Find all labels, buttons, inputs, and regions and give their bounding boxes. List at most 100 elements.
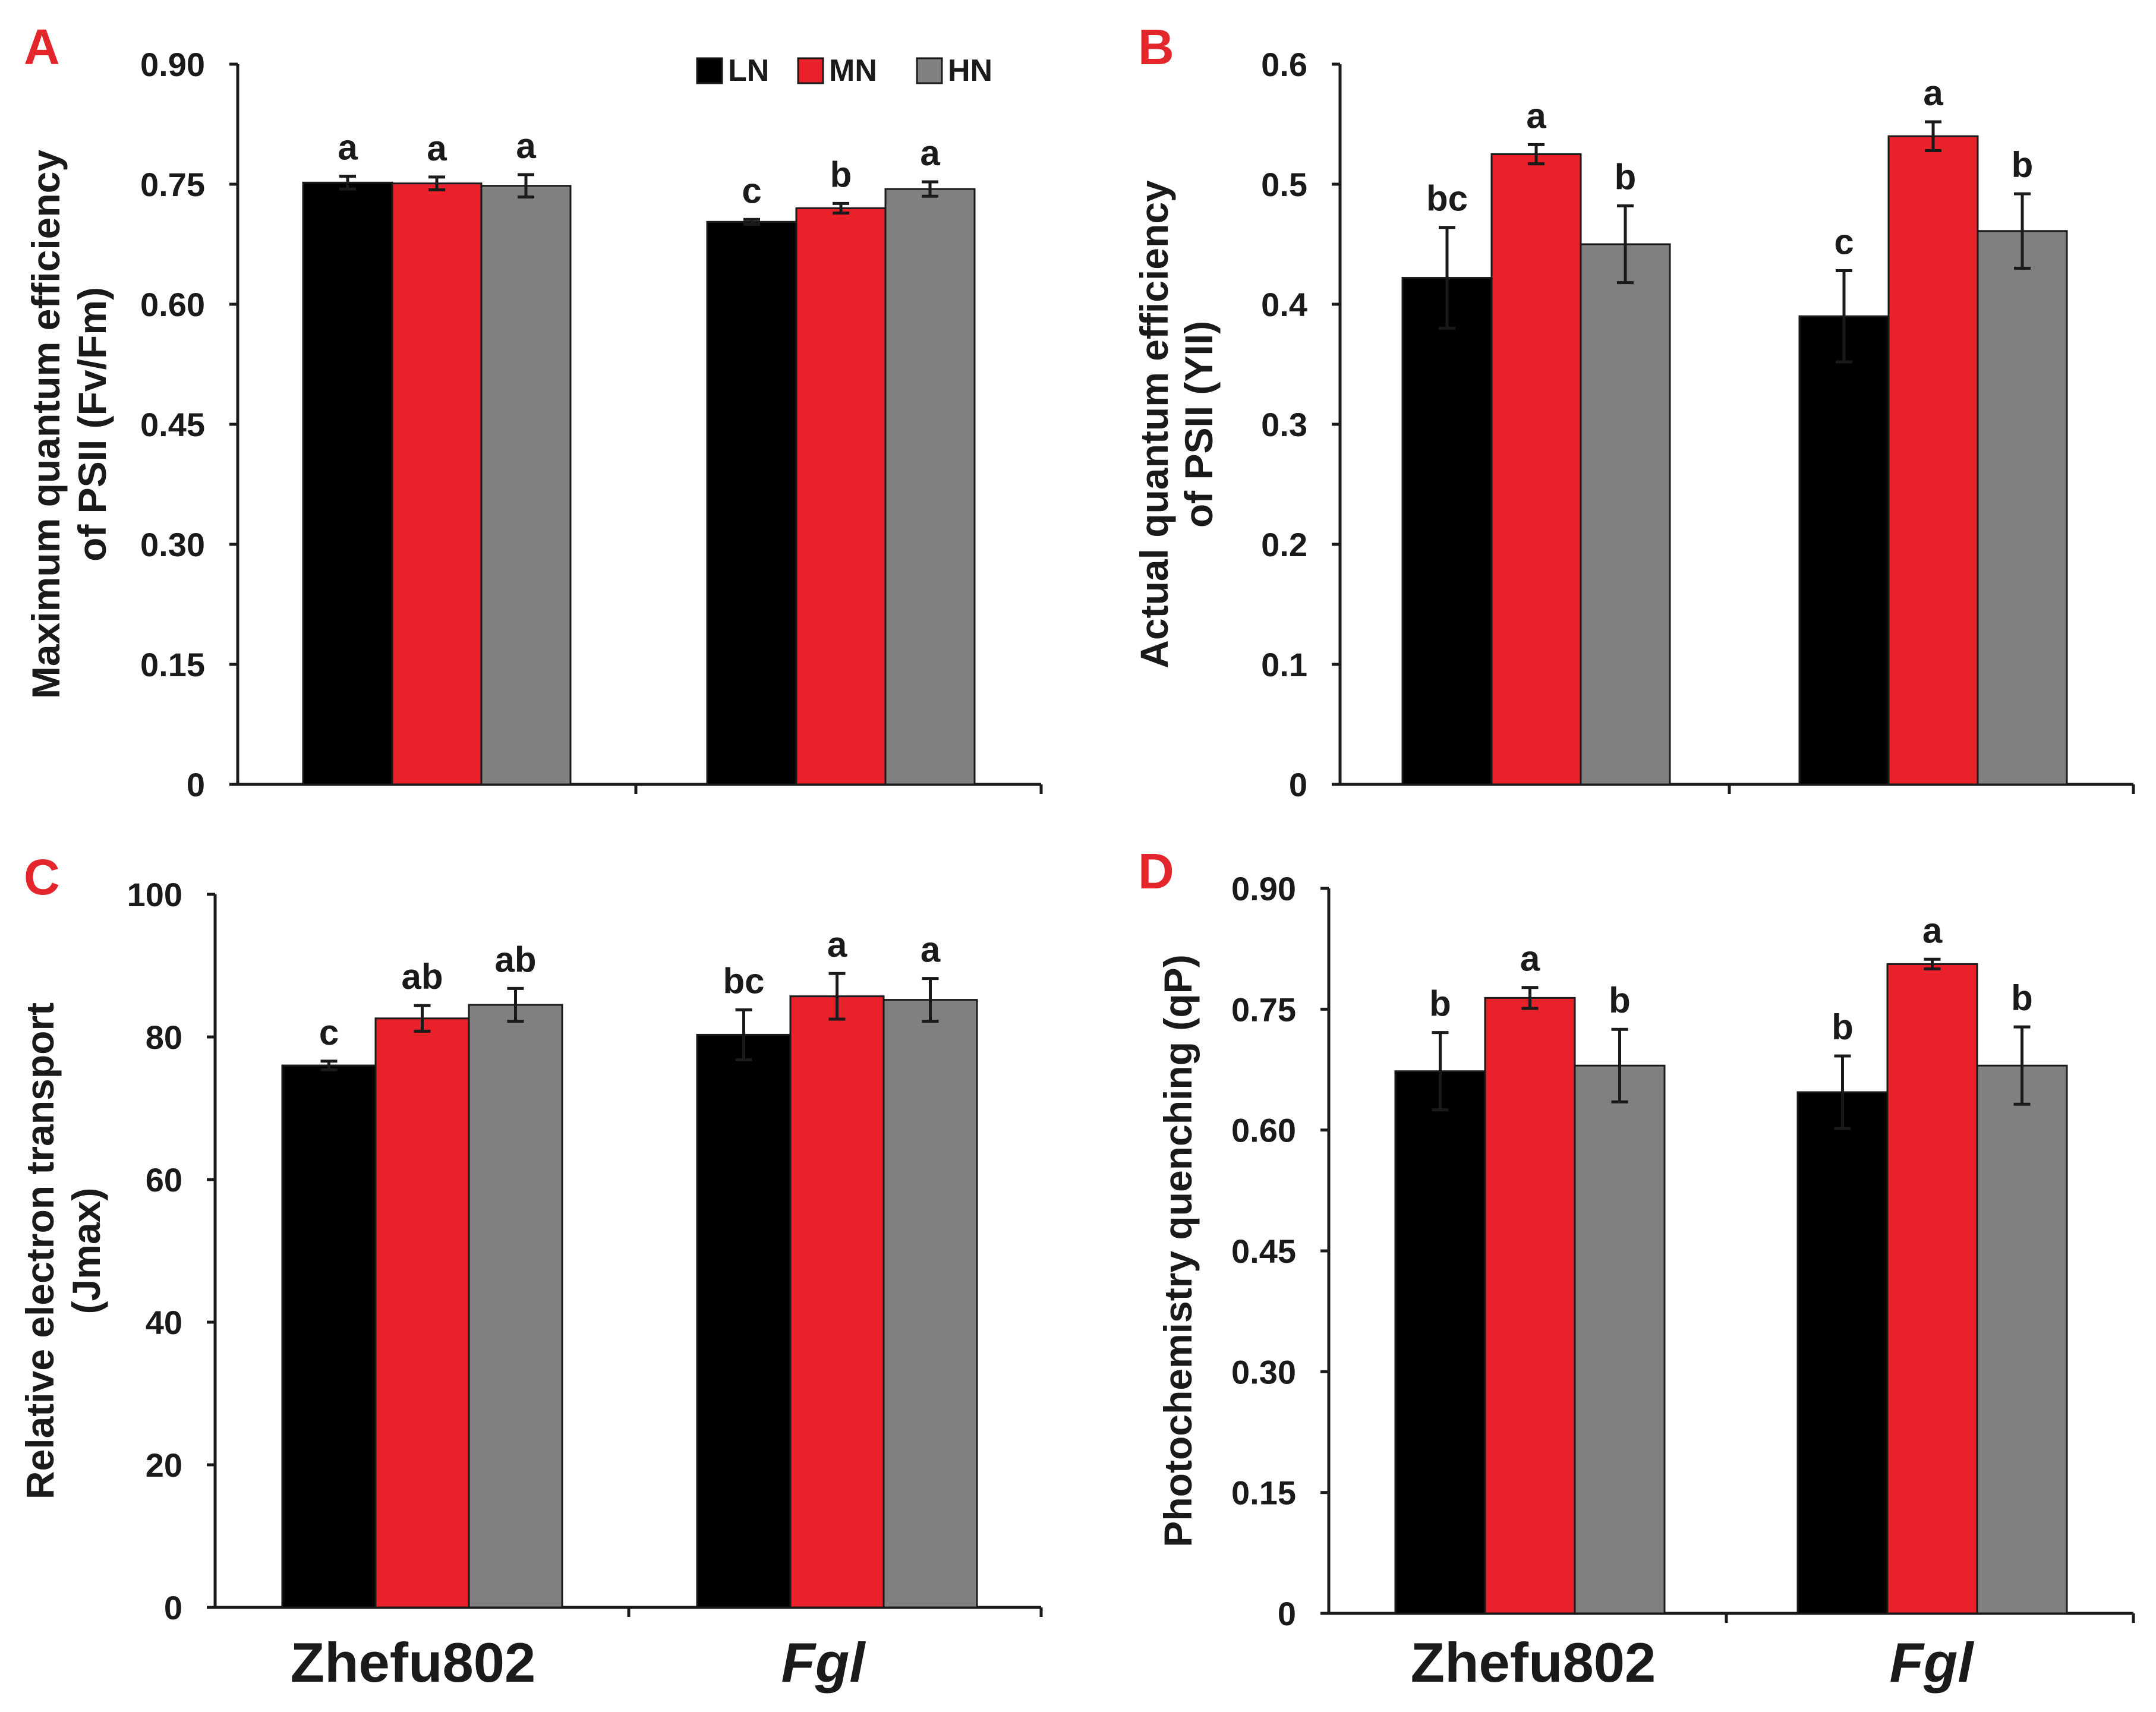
significance-label: b xyxy=(830,155,852,194)
y-tick-label: 0 xyxy=(187,766,205,803)
y-tick-label: 20 xyxy=(146,1446,182,1484)
bar-hn xyxy=(1976,1064,2068,1615)
y-tick-label: 0.75 xyxy=(1231,991,1296,1028)
bar-ln xyxy=(281,1064,377,1609)
bar-hn xyxy=(468,1004,563,1609)
y-tick-label: 0.90 xyxy=(1231,870,1296,907)
legend-swatch-hn xyxy=(916,57,943,84)
y-tick-label: 0.30 xyxy=(1231,1353,1296,1391)
y-tick-label: 0.60 xyxy=(140,286,205,323)
bar-mn xyxy=(1490,153,1582,786)
significance-label: a xyxy=(338,128,358,168)
y-tick-label: 0.15 xyxy=(1231,1474,1296,1512)
significance-label: a xyxy=(1922,910,1943,950)
significance-label: b xyxy=(2012,145,2034,185)
y-tick-label: 0.1 xyxy=(1261,646,1307,683)
significance-label: a xyxy=(921,930,941,970)
y-tick-label: 40 xyxy=(146,1304,182,1341)
bar-ln xyxy=(696,1033,792,1609)
bar-hn xyxy=(884,188,976,786)
x-category-label: Fgl xyxy=(781,1631,866,1694)
significance-label: bc xyxy=(1426,179,1468,219)
y-tick-label: 0.60 xyxy=(1231,1112,1296,1149)
bar-ln xyxy=(1394,1070,1486,1615)
legend-label: MN xyxy=(829,53,877,88)
significance-label: a xyxy=(1526,96,1546,135)
y-axis-title: of PSII (YII) xyxy=(1177,321,1221,528)
significance-label: b xyxy=(1429,984,1451,1024)
bar-hn xyxy=(1580,243,1671,786)
y-tick-label: 0.45 xyxy=(140,406,205,443)
y-tick-label: 0.45 xyxy=(1231,1232,1296,1270)
bar-ln xyxy=(1796,1091,1889,1615)
legend-label: HN xyxy=(948,53,992,88)
y-axis-title: Photochemistry quenching (qP) xyxy=(1156,954,1200,1547)
y-tick-label: 0.90 xyxy=(140,46,205,83)
significance-label: b xyxy=(1615,157,1637,197)
x-category-label: Fgl xyxy=(1890,1631,1975,1694)
significance-label: b xyxy=(1609,980,1631,1020)
bar-mn xyxy=(374,1017,470,1609)
legend: LN MN HN xyxy=(696,53,992,88)
panel-letter: B xyxy=(1138,19,1174,75)
y-tick-label: 60 xyxy=(146,1161,182,1199)
y-tick-label: 0 xyxy=(164,1589,182,1626)
panel-letter: A xyxy=(24,19,60,75)
bar-ln xyxy=(1401,277,1493,786)
bar-ln xyxy=(706,220,798,786)
bar-mn xyxy=(789,995,885,1609)
y-tick-label: 0.2 xyxy=(1261,526,1307,563)
chart-panel-d: D Photochemistry quenching (qP) 0 0.15 0.30 0… xyxy=(1138,843,2135,1632)
chart-panel-c: C Relative electron transport (Jmax) 0 20 40 6… xyxy=(18,849,1043,1626)
y-tick-label: 0.6 xyxy=(1261,46,1307,83)
bar-ln xyxy=(1798,315,1890,786)
y-axis-title: Actual quantum efficiency xyxy=(1132,180,1176,669)
legend-label: LN xyxy=(728,53,769,88)
bar-hn xyxy=(480,185,572,786)
y-tick-label: 0.3 xyxy=(1261,406,1307,443)
x-category-label: Zhefu802 xyxy=(291,1631,536,1694)
legend-swatch-ln xyxy=(696,57,723,84)
bar-ln xyxy=(302,181,393,786)
y-tick-label: 0.5 xyxy=(1261,166,1307,203)
significance-label: b xyxy=(1832,1007,1854,1047)
y-tick-label: 80 xyxy=(146,1019,182,1056)
significance-label: a xyxy=(427,128,447,168)
bar-hn xyxy=(882,999,978,1609)
y-tick-label: 0.4 xyxy=(1261,286,1307,323)
significance-label: ab xyxy=(494,939,536,979)
significance-label: a xyxy=(1923,73,1943,113)
bar-mn xyxy=(391,182,483,786)
chart-panel-a: A Maximum quantum efficiency of PSII (Fv/F… xyxy=(24,19,1043,803)
bar-mn xyxy=(795,207,887,786)
significance-label: a xyxy=(920,133,940,173)
chart-panel-b: B Actual quantum efficiency of PSII (YII) 0… xyxy=(1132,19,2135,803)
significance-label: bc xyxy=(723,961,764,1001)
significance-label: a xyxy=(516,126,536,166)
bar-mn xyxy=(1886,963,1978,1615)
bar-hn xyxy=(1574,1064,1666,1615)
y-tick-label: 0.15 xyxy=(140,646,205,683)
y-axis-title: of PSII (Fv/Fm) xyxy=(70,287,114,562)
significance-label: a xyxy=(1520,939,1540,979)
significance-label: a xyxy=(827,925,847,964)
legend-swatch-mn xyxy=(797,57,824,84)
panel-letter: C xyxy=(24,849,60,905)
y-tick-label: 0.30 xyxy=(140,526,205,563)
panel-letter: D xyxy=(1138,843,1174,899)
y-tick-label: 0 xyxy=(1289,766,1307,803)
y-axis-title: Maximum quantum efficiency xyxy=(24,150,68,699)
bar-hn xyxy=(1977,230,2068,786)
y-tick-label: 100 xyxy=(127,876,182,913)
bar-mn xyxy=(1484,997,1576,1615)
significance-label: c xyxy=(742,171,761,210)
y-tick-label: 0.75 xyxy=(140,166,205,203)
significance-label: c xyxy=(319,1013,339,1052)
x-category-label: Zhefu802 xyxy=(1411,1631,1656,1694)
y-tick-label: 0 xyxy=(1278,1595,1296,1632)
y-axis-title: (Jmax) xyxy=(64,1188,108,1314)
significance-label: c xyxy=(1834,222,1854,261)
significance-label: ab xyxy=(401,957,443,997)
significance-label: b xyxy=(2011,978,2033,1018)
